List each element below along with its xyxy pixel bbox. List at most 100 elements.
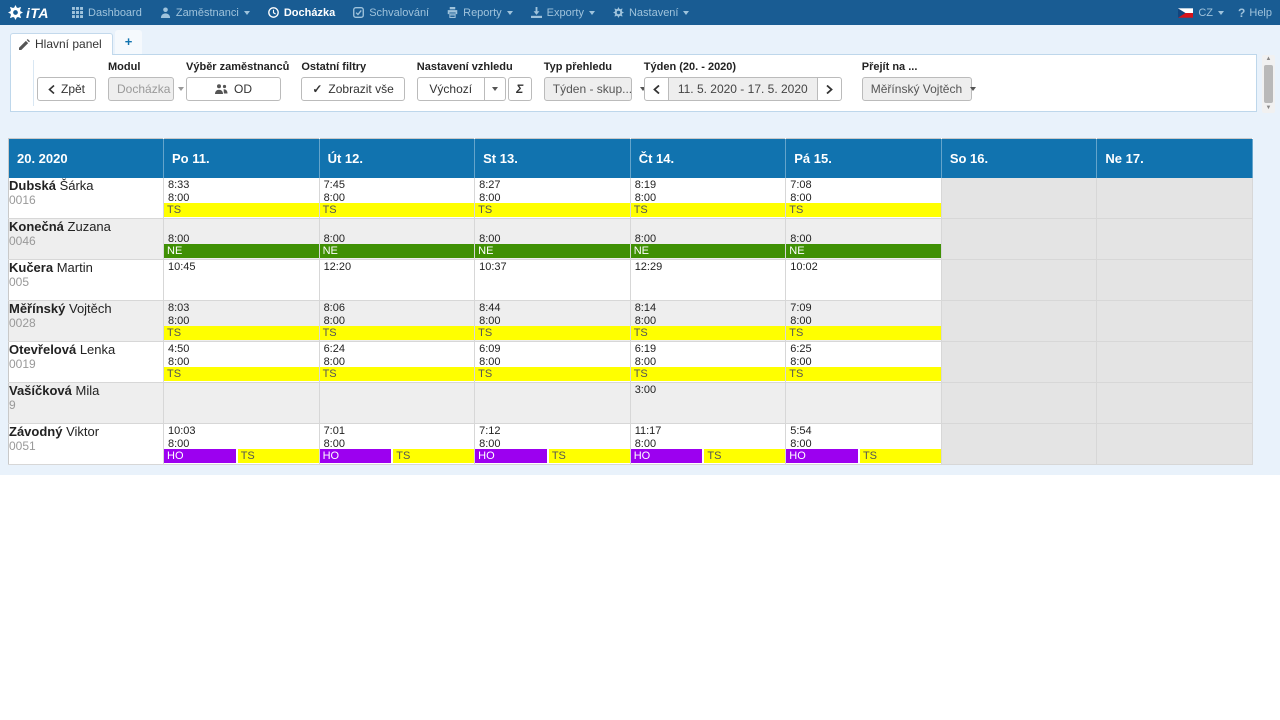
- shift-bar-TS: TS: [164, 367, 319, 381]
- employee-id: 0016: [9, 192, 36, 207]
- attendance-cell[interactable]: 6:19 8:00 TS: [630, 341, 787, 383]
- attendance-cell[interactable]: 7:01 8:00 HO TS: [319, 423, 476, 465]
- nav-item-zamestnanci[interactable]: Zaměstnanci: [151, 0, 259, 25]
- attendance-cell[interactable]: [1096, 382, 1253, 424]
- attendance-cell[interactable]: 12:20: [319, 259, 476, 301]
- attendance-cell[interactable]: 7:12 8:00 HO TS: [474, 423, 631, 465]
- employee-name-cell[interactable]: Dubská Šárka 0016: [8, 177, 164, 219]
- nav-item-nastaveni[interactable]: Nastavení: [604, 0, 699, 25]
- scrollbar-thumb[interactable]: [1264, 65, 1273, 103]
- employee-selection-button[interactable]: OD: [186, 77, 282, 101]
- attendance-cell[interactable]: 8:33 8:00 TS: [163, 177, 320, 219]
- attendance-cell[interactable]: 6:24 8:00 TS: [319, 341, 476, 383]
- attendance-cell[interactable]: [785, 382, 942, 424]
- attendance-cell[interactable]: 8:00 NE: [474, 218, 631, 260]
- attendance-cell[interactable]: 7:09 8:00 TS: [785, 300, 942, 342]
- worked-time: [942, 384, 1097, 397]
- attendance-cell[interactable]: [1096, 300, 1253, 342]
- employee-name-cell[interactable]: Vašíčková Mila 9: [8, 382, 164, 424]
- nav-item-exporty[interactable]: Exporty: [522, 0, 604, 25]
- employee-name-cell[interactable]: Závodný Viktor 0051: [8, 423, 164, 465]
- layout-caret-button[interactable]: [484, 77, 506, 101]
- layout-select[interactable]: Výchozí: [416, 77, 485, 101]
- week-range-input[interactable]: [668, 77, 817, 101]
- attendance-cell[interactable]: 11:17 8:00 HO TS: [630, 423, 787, 465]
- back-button[interactable]: Zpět: [37, 77, 97, 101]
- attendance-cell[interactable]: 7:08 8:00 TS: [785, 177, 942, 219]
- worked-time: 8:27: [479, 178, 501, 191]
- attendance-cell[interactable]: 10:45: [163, 259, 320, 301]
- attendance-cell[interactable]: [1096, 177, 1253, 219]
- attendance-cell[interactable]: 6:09 8:00 TS: [474, 341, 631, 383]
- attendance-cell[interactable]: [1096, 218, 1253, 260]
- chevron-down-icon: [178, 87, 185, 91]
- attendance-cell[interactable]: 8:00 NE: [319, 218, 476, 260]
- attendance-cell[interactable]: 7:45 8:00 TS: [319, 177, 476, 219]
- attendance-cell[interactable]: [1096, 341, 1253, 383]
- chevron-down-icon: [970, 87, 977, 91]
- attendance-cell[interactable]: 8:06 8:00 TS: [319, 300, 476, 342]
- worked-time: 6:24: [323, 343, 345, 355]
- attendance-cell[interactable]: [941, 300, 1098, 342]
- nav-item-reporty[interactable]: Reporty: [438, 0, 522, 25]
- attendance-cell[interactable]: 8:00 NE: [630, 218, 787, 260]
- app-logo[interactable]: iTA: [8, 5, 49, 21]
- czech-flag-icon: [1178, 7, 1194, 18]
- next-week-button[interactable]: [816, 77, 842, 101]
- tab-hlavni-panel[interactable]: Hlavní panel: [10, 33, 113, 55]
- attendance-cell[interactable]: 6:25 8:00 TS: [785, 341, 942, 383]
- attendance-cell[interactable]: [941, 177, 1098, 219]
- check-icon: ✓: [312, 82, 323, 96]
- attendance-cell[interactable]: 4:50 8:00 TS: [163, 341, 320, 383]
- nav-item-dochazka[interactable]: Docházka: [259, 0, 344, 25]
- shift-bars: HO TS: [475, 449, 630, 463]
- attendance-cell[interactable]: [941, 423, 1098, 465]
- attendance-table: 20. 2020 Po 11. Út 12. St 13. Čt 14. Pá 15. So…: [8, 138, 1253, 465]
- panel-scrollbar[interactable]: ▲ ▼: [1262, 55, 1275, 113]
- language-switcher[interactable]: CZ: [1178, 7, 1225, 19]
- shift-bar-TS: TS: [475, 367, 630, 381]
- attendance-cell[interactable]: [474, 382, 631, 424]
- attendance-cell[interactable]: [1096, 259, 1253, 301]
- sum-button[interactable]: Σ: [507, 77, 532, 101]
- attendance-cell[interactable]: 12:29: [630, 259, 787, 301]
- attendance-cell[interactable]: 8:27 8:00 TS: [474, 177, 631, 219]
- prev-week-button[interactable]: [643, 77, 669, 101]
- view-type-select[interactable]: Týden - skup...: [543, 77, 647, 101]
- attendance-cell[interactable]: 8:00 NE: [785, 218, 942, 260]
- help-link[interactable]: ? Help: [1238, 6, 1272, 20]
- add-tab-button[interactable]: +: [114, 30, 143, 54]
- attendance-cell[interactable]: [941, 382, 1098, 424]
- attendance-cell[interactable]: 8:03 8:00 TS: [163, 300, 320, 342]
- attendance-cell[interactable]: [941, 341, 1098, 383]
- attendance-cell[interactable]: 8:00 NE: [163, 218, 320, 260]
- attendance-cell[interactable]: 10:03 8:00 HO TS: [163, 423, 320, 465]
- employee-row: Kučera Martin 005 10:45 12:20 10:37 12:29 10:0…: [8, 259, 1253, 301]
- attendance-cell[interactable]: [941, 259, 1098, 301]
- attendance-cell[interactable]: 3:00: [630, 382, 787, 424]
- shift-bars: HO TS: [164, 449, 319, 463]
- attendance-cell[interactable]: [319, 382, 476, 424]
- attendance-cell[interactable]: 8:14 8:00 TS: [630, 300, 787, 342]
- show-all-button[interactable]: ✓ Zobrazit vše: [301, 77, 405, 101]
- table-header-row: 20. 2020 Po 11. Út 12. St 13. Čt 14. Pá 15. So…: [8, 138, 1253, 178]
- attendance-cell[interactable]: 10:37: [474, 259, 631, 301]
- nav-item-dashboard[interactable]: Dashboard: [63, 0, 151, 25]
- goto-employee-select[interactable]: Měřínský Vojtěch: [861, 77, 977, 101]
- attendance-cell[interactable]: [941, 218, 1098, 260]
- employee-name-cell[interactable]: Otevřelová Lenka 0019: [8, 341, 164, 383]
- scroll-down-icon[interactable]: ▼: [1265, 105, 1272, 111]
- attendance-cell[interactable]: 5:54 8:00 HO TS: [785, 423, 942, 465]
- nav-item-schvalovani[interactable]: Schvalování: [344, 0, 438, 25]
- employee-name-cell[interactable]: Měřínský Vojtěch 0028: [8, 300, 164, 342]
- attendance-cell[interactable]: [163, 382, 320, 424]
- attendance-cell[interactable]: 8:19 8:00 TS: [630, 177, 787, 219]
- attendance-cell[interactable]: 8:44 8:00 TS: [474, 300, 631, 342]
- gear-icon: [612, 7, 624, 18]
- employee-name-cell[interactable]: Kučera Martin 005: [8, 259, 164, 301]
- scroll-up-icon[interactable]: ▲: [1265, 56, 1272, 62]
- attendance-cell[interactable]: 10:02: [785, 259, 942, 301]
- modul-select[interactable]: Docházka: [108, 77, 185, 101]
- attendance-cell[interactable]: [1096, 423, 1253, 465]
- employee-name-cell[interactable]: Konečná Zuzana 0046: [8, 218, 164, 260]
